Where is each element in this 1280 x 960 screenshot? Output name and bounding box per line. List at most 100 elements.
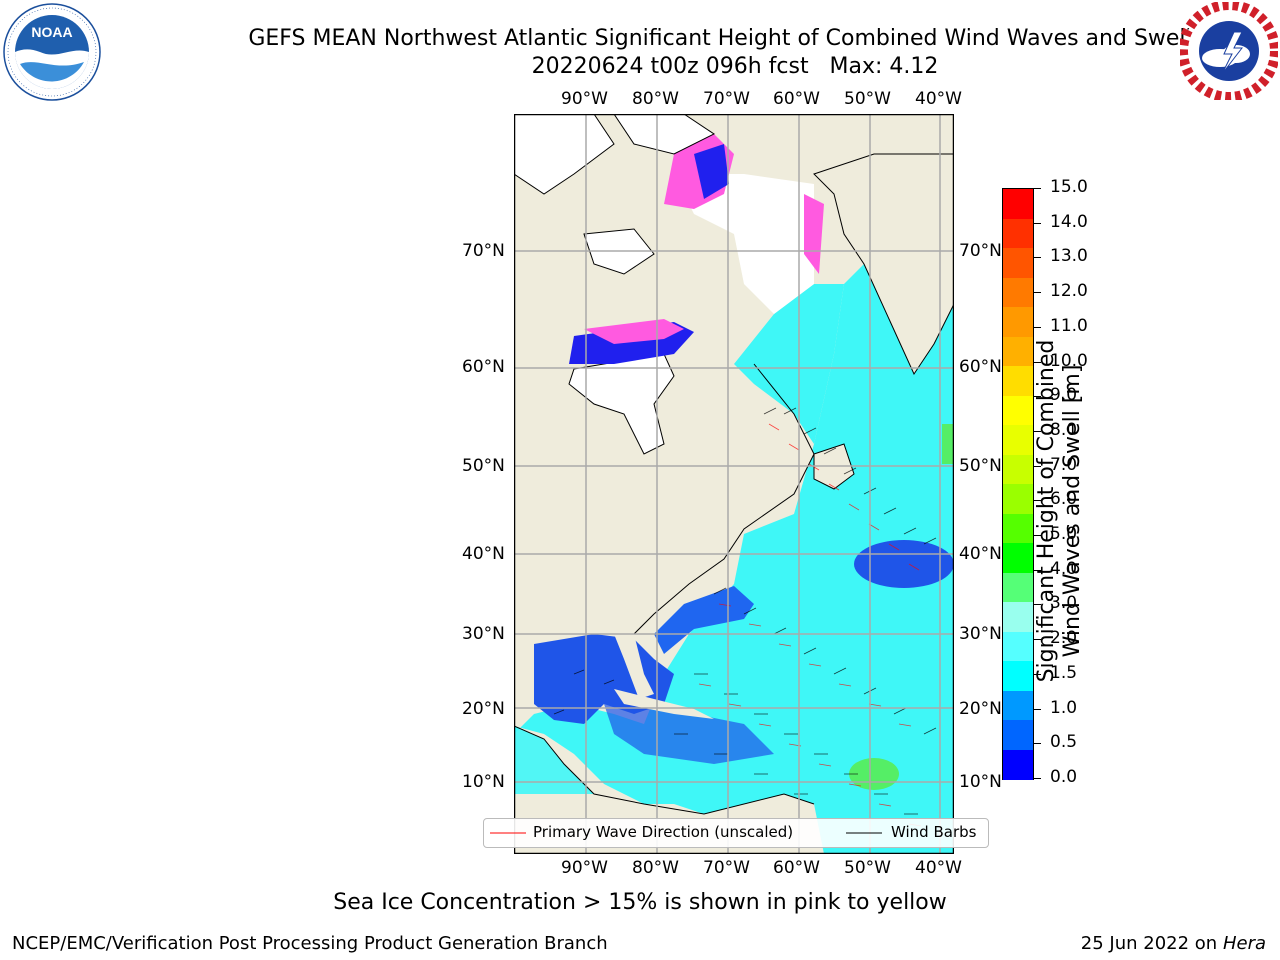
low-wave-ellipse — [854, 540, 954, 588]
lat-label-right: 40°N — [959, 544, 1002, 564]
wave-direction-legend-line — [490, 832, 526, 834]
colorbar-tick-label: 3.0 — [1050, 593, 1078, 614]
colorbar-segment — [1003, 189, 1033, 219]
wave-direction-arrows — [698, 423, 922, 827]
lon-label-bottom: 40°W — [915, 858, 962, 878]
map-subtitle: 20220624 t00z 096h fcst Max: 4.12 — [531, 54, 939, 79]
lon-label-top: 70°W — [703, 89, 750, 109]
lon-label-top: 40°W — [915, 89, 962, 109]
colorbar-segment — [1003, 749, 1033, 780]
lat-label-right: 70°N — [959, 241, 1002, 261]
colorbar-tick-label: 4.0 — [1050, 558, 1078, 579]
colorbar-tick-mark — [1034, 326, 1041, 328]
baffin-bay-ice — [674, 174, 814, 314]
sea-ice-band-hudson — [584, 319, 684, 344]
colorbar-tick-mark — [1034, 708, 1041, 710]
colorbar-tick-label: 11.0 — [1050, 315, 1088, 336]
colorbar-tick-mark — [1034, 222, 1041, 224]
lon-label-top: 60°W — [773, 89, 820, 109]
colorbar-segment — [1003, 661, 1033, 691]
lon-label-bottom: 80°W — [632, 858, 679, 878]
graticule — [514, 114, 954, 854]
colorbar-tick-mark — [1034, 639, 1041, 641]
colorbar-tick-label: 9.0 — [1050, 385, 1078, 406]
colorbar-tick-label: 5.0 — [1050, 524, 1078, 545]
map-frame — [514, 114, 954, 854]
lat-label-left: 70°N — [462, 241, 505, 261]
hudson-bay — [568, 353, 675, 455]
colorbar-tick-label: 14.0 — [1050, 211, 1088, 232]
colorbar-segment — [1003, 307, 1033, 337]
nws-logo — [1180, 2, 1278, 100]
coastal-low-wave-patch — [654, 586, 754, 654]
lat-label-left: 10°N — [462, 772, 505, 792]
lat-label-left: 50°N — [462, 456, 505, 476]
noaa-logo: NOAA — [3, 3, 101, 101]
lat-label-right: 20°N — [959, 699, 1002, 719]
lon-label-bottom: 50°W — [844, 858, 891, 878]
lat-label-left: 60°N — [462, 357, 505, 377]
lat-label-right: 60°N — [959, 357, 1002, 377]
sea-ice-caption: Sea Ice Concentration > 15% is shown in … — [333, 890, 947, 915]
colorbar-segment — [1003, 631, 1033, 662]
colorbar-tick-mark — [1034, 778, 1041, 779]
colorbar-tick-mark — [1034, 430, 1041, 432]
colorbar-segment — [1003, 720, 1033, 750]
colorbar-tick-mark — [1034, 465, 1041, 467]
colorbar-tick-mark — [1034, 292, 1041, 294]
colorbar-tick-label: 0.5 — [1050, 732, 1078, 753]
colorbar-tick-mark — [1034, 604, 1041, 606]
colorbar-segment — [1003, 277, 1033, 308]
colorbar-tick-label: 6.0 — [1050, 489, 1078, 510]
footer-host: Hera — [1222, 933, 1266, 954]
colorbar-tick-label: 10.0 — [1050, 350, 1088, 371]
map-legend: Primary Wave Direction (unscaled) Wind B… — [483, 818, 989, 848]
colorbar-tick-mark — [1034, 673, 1041, 675]
lat-label-right: 10°N — [959, 772, 1002, 792]
lon-label-top: 80°W — [632, 89, 679, 109]
colorbar-segment — [1003, 454, 1033, 485]
colorbar-segment — [1003, 395, 1033, 426]
colorbar-segment — [1003, 690, 1033, 721]
colorbar-tick-mark — [1034, 500, 1041, 502]
colorbar-tick-mark — [1034, 257, 1041, 259]
colorbar-tick-label: 1.5 — [1050, 662, 1078, 683]
lat-label-left: 40°N — [462, 544, 505, 564]
colorbar-segment — [1003, 602, 1033, 632]
wave-direction-legend-label: Primary Wave Direction (unscaled) — [533, 823, 794, 841]
colorbar-tick-mark — [1034, 569, 1041, 571]
ocean-wave-field — [514, 264, 954, 854]
colorbar-ticks: 15.0 14.0 13.0 12.0 11.0 10.0 9.0 8.0 7.0 6.0 5.0 4… — [1034, 0, 1094, 960]
lon-label-bottom: 90°W — [561, 858, 608, 878]
swell-patch-east — [942, 424, 954, 464]
colorbar-tick-label: 2.0 — [1050, 628, 1078, 649]
colorbar-tick-mark — [1034, 535, 1041, 537]
colorbar-segment — [1003, 336, 1033, 367]
lat-label-left: 20°N — [462, 699, 505, 719]
colorbar-segment — [1003, 572, 1033, 603]
colorbar-title: Significant Height of Combined Wind Wave… — [1034, 339, 1085, 683]
colorbar-tick-label: 8.0 — [1050, 419, 1078, 440]
footer-credit: NCEP/EMC/Verification Post Processing Pr… — [12, 933, 608, 954]
colorbar-tick-label: 7.0 — [1050, 454, 1078, 475]
greenland — [813, 153, 954, 376]
footer-date: 25 Jun 2022 on Hera — [1080, 933, 1266, 954]
wind-barbs-legend-label: Wind Barbs — [891, 823, 977, 841]
wave-height-map — [514, 114, 954, 854]
colorbar-segment — [1003, 218, 1033, 249]
colorbar-tick-label: 12.0 — [1050, 281, 1088, 302]
colorbar-segment — [1003, 425, 1033, 455]
lat-label-right: 50°N — [959, 456, 1002, 476]
lon-label-top: 90°W — [561, 89, 608, 109]
lat-label-right: 30°N — [959, 624, 1002, 644]
wind-barbs-legend-line — [846, 832, 882, 834]
colorbar-tick-mark — [1034, 743, 1041, 745]
colorbar-tick-mark — [1034, 188, 1041, 189]
colorbar-segment — [1003, 248, 1033, 278]
wave-height-colorbar — [1002, 188, 1034, 780]
svg-text:NOAA: NOAA — [31, 24, 72, 40]
colorbar-tick-label: 1.0 — [1050, 697, 1078, 718]
lon-label-bottom: 60°W — [773, 858, 820, 878]
lon-label-top: 50°W — [844, 89, 891, 109]
colorbar-segment — [1003, 543, 1033, 573]
